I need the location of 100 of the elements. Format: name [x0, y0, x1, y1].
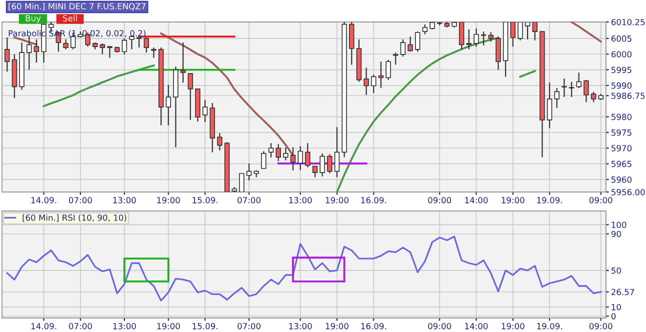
- x-tick-label: 13:00: [289, 197, 312, 204]
- candlestick: [568, 81, 574, 98]
- x-tick-label: 19:00: [326, 197, 348, 204]
- candlestick: [114, 46, 120, 54]
- line-series: [6, 236, 602, 302]
- candlestick: [393, 52, 398, 66]
- candlestick: [554, 87, 560, 109]
- candlestick: [298, 146, 303, 171]
- candlestick: [210, 102, 215, 153]
- x-tick-label: 14:00: [465, 197, 488, 204]
- candlestick: [107, 46, 112, 58]
- x-tick-label: 13:00: [113, 197, 136, 204]
- x-tick-label: 07:00: [68, 323, 92, 330]
- legend-label: [60 Min.] RSI (10, 90, 10): [22, 214, 126, 222]
- candlestick: [452, 22, 457, 28]
- candlestick: [371, 74, 376, 94]
- candlestick: [195, 88, 200, 122]
- y-tick-label: 50: [612, 267, 621, 274]
- candlestick: [34, 38, 40, 64]
- candlestick: [408, 36, 413, 52]
- y-tick-label: 6005: [611, 35, 632, 42]
- candlestick: [488, 32, 494, 42]
- x-tick-label: 19:00: [502, 323, 524, 330]
- y-tick-label: 5980: [612, 114, 632, 120]
- candlestick: [26, 36, 32, 70]
- candlestick: [349, 22, 354, 66]
- x-tick-label: 09:00: [589, 323, 612, 330]
- x-tick-label: 14:00: [465, 323, 488, 330]
- candlestick: [562, 78, 567, 98]
- candlestick: [19, 42, 24, 90]
- candlestick: [268, 142, 274, 158]
- y-tick-label: 6000: [611, 51, 632, 58]
- annotation: Buy: [26, 15, 41, 24]
- candlestick: [158, 46, 164, 126]
- x-tick-label: 19.09.: [537, 323, 562, 330]
- candlestick: [546, 82, 552, 129]
- y-tick-label: 5986.75: [612, 92, 645, 99]
- candlestick: [540, 31, 545, 158]
- x-tick-label: 09:00: [428, 323, 452, 330]
- y-tick-label: 5956.00: [612, 188, 645, 196]
- candlestick: [4, 36, 10, 72]
- candlestick: [151, 46, 156, 58]
- y-tick-label: 100: [612, 222, 626, 228]
- candlestick: [496, 36, 501, 70]
- candlestick: [92, 42, 98, 50]
- candlestick: [188, 73, 194, 120]
- x-tick-label: 07:00: [238, 323, 260, 330]
- candlestick: [283, 146, 288, 161]
- candlestick: [144, 36, 150, 54]
- candlestick: [320, 152, 325, 177]
- candlestick: [524, 22, 530, 40]
- candlestick: [576, 72, 582, 89]
- y-tick-label: 5965: [612, 160, 632, 168]
- candlestick: [232, 186, 237, 192]
- chart-title: [60 Min.] MINI DEC 7 F.US.ENQZ7: [8, 2, 146, 10]
- candlestick: [342, 22, 347, 158]
- candlestick: [246, 162, 252, 181]
- candlestick: [458, 22, 464, 50]
- y-tick-label: 5960: [612, 176, 632, 183]
- candlestick: [532, 22, 538, 41]
- y-tick-label: 5990: [612, 82, 632, 89]
- x-tick-label: 16.09.: [361, 197, 386, 204]
- candlestick: [63, 38, 68, 50]
- x-tick-label: 14.09.: [31, 197, 56, 204]
- candlestick: [217, 132, 222, 151]
- candlestick: [364, 67, 369, 96]
- candlestick: [502, 22, 508, 78]
- x-tick-label: 07:00: [238, 197, 260, 204]
- candlestick: [584, 79, 589, 103]
- x-tick-label: 15.09.: [192, 323, 218, 330]
- x-tick-label: 19:00: [157, 323, 180, 330]
- candlestick: [590, 91, 596, 103]
- candlestick: [386, 59, 391, 80]
- candlestick: [305, 142, 310, 168]
- y-tick-label: 5970: [612, 145, 632, 152]
- y-tick-label: 5975: [612, 129, 632, 136]
- x-tick-label: 14.09.: [31, 323, 56, 330]
- candlestick: [312, 166, 318, 178]
- candlestick: [518, 22, 523, 41]
- x-tick-label: 15.09.: [192, 197, 218, 204]
- y-tick-label: 6010.25: [611, 18, 645, 26]
- candlestick: [290, 146, 296, 171]
- candlestick: [422, 24, 428, 35]
- candlestick: [466, 28, 472, 50]
- y-tick-label: 0: [611, 313, 616, 320]
- candlestick: [224, 142, 230, 192]
- candlestick: [474, 28, 479, 48]
- x-tick-label: 19:00: [326, 323, 348, 330]
- candlestick: [173, 66, 178, 148]
- x-tick-label: 19:00: [157, 197, 180, 204]
- candlestick: [122, 38, 128, 55]
- y-tick-label: 90: [611, 230, 621, 238]
- candlestick: [166, 84, 172, 126]
- candlestick: [436, 22, 442, 26]
- y-tick-label: 10: [612, 304, 621, 310]
- candlestick: [202, 99, 208, 123]
- y-tick-label: 26.57: [611, 288, 634, 296]
- candlestick: [510, 22, 516, 48]
- candlestick: [136, 36, 142, 48]
- x-tick-label: 16.09.: [361, 323, 386, 330]
